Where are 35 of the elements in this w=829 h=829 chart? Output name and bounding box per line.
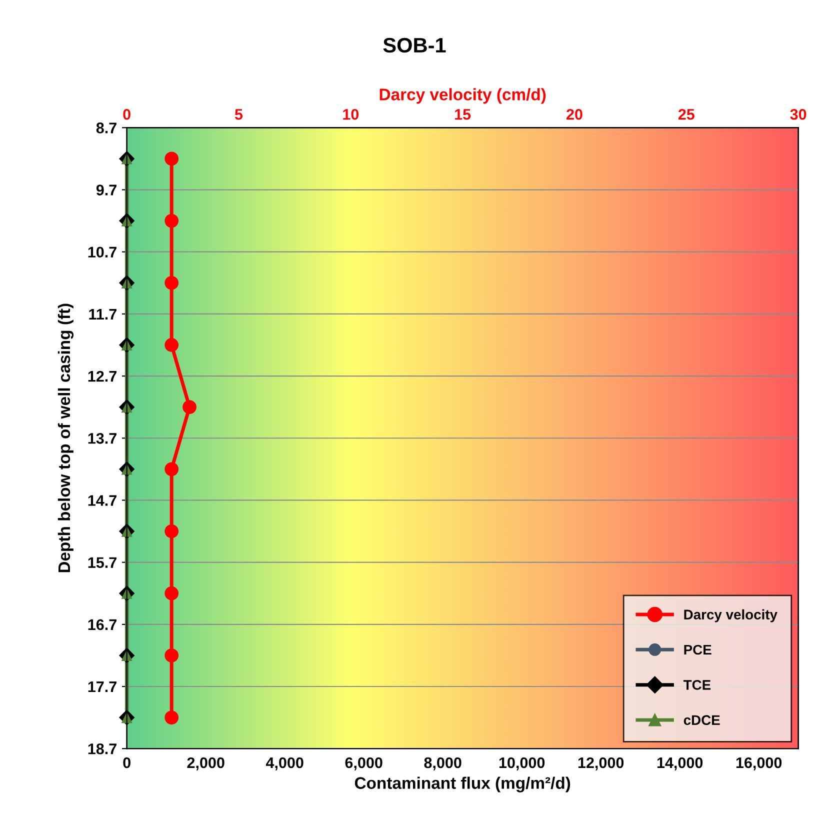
y-tick-label: 16.7 — [88, 619, 116, 630]
x-tick-label: 12,000 — [578, 757, 624, 770]
x-tick-label: 4,000 — [266, 757, 304, 770]
x2-tick-label: 25 — [678, 108, 694, 120]
y-tick-label: 12.7 — [88, 370, 116, 382]
x-tick-label: 10,000 — [499, 757, 545, 770]
x2-tick-label: 10 — [343, 108, 359, 120]
legend-label: cDCE — [684, 715, 720, 726]
chart-title: SOB-1 — [383, 38, 446, 53]
legend-label: PCE — [684, 644, 712, 655]
y-tick-label: 11.7 — [89, 308, 116, 320]
x-tick-label: 2,000 — [187, 757, 224, 770]
x2-axis-title: Darcy velocity (cm/d) — [380, 88, 546, 104]
legend-label: TCE — [683, 680, 711, 690]
x-tick-label: 0 — [123, 757, 130, 768]
x2-tick-label: 0 — [123, 108, 130, 120]
y-tick-label: 13.7 — [88, 432, 116, 444]
x-tick-label: 16,000 — [736, 757, 782, 770]
x-tick-label: 6,000 — [345, 757, 382, 770]
x2-tick-label: 15 — [455, 109, 471, 120]
x-tick-label: 8,000 — [424, 757, 462, 770]
x2-tick-label: 30 — [790, 108, 806, 120]
y-tick-label: 10.7 — [88, 246, 116, 258]
y-tick-label: 8.7 — [96, 122, 116, 134]
y-tick-label: 9.7 — [96, 184, 116, 196]
legend-label: Darcy velocity — [684, 609, 778, 622]
x2-tick-label: 20 — [566, 108, 582, 120]
x-axis-title: Contaminant flux (mg/m²/d) — [354, 776, 570, 792]
x-tick-label: 14,000 — [657, 757, 703, 770]
y-tick-label: 17.7 — [88, 682, 116, 692]
y-tick-label: 18.7 — [88, 743, 116, 754]
y-axis-title: Depth below top of well casing (ft) — [58, 304, 74, 572]
y-tick-label: 15.7 — [88, 557, 116, 568]
x2-tick-label: 5 — [234, 109, 243, 120]
y-tick-label: 14.7 — [88, 495, 116, 506]
